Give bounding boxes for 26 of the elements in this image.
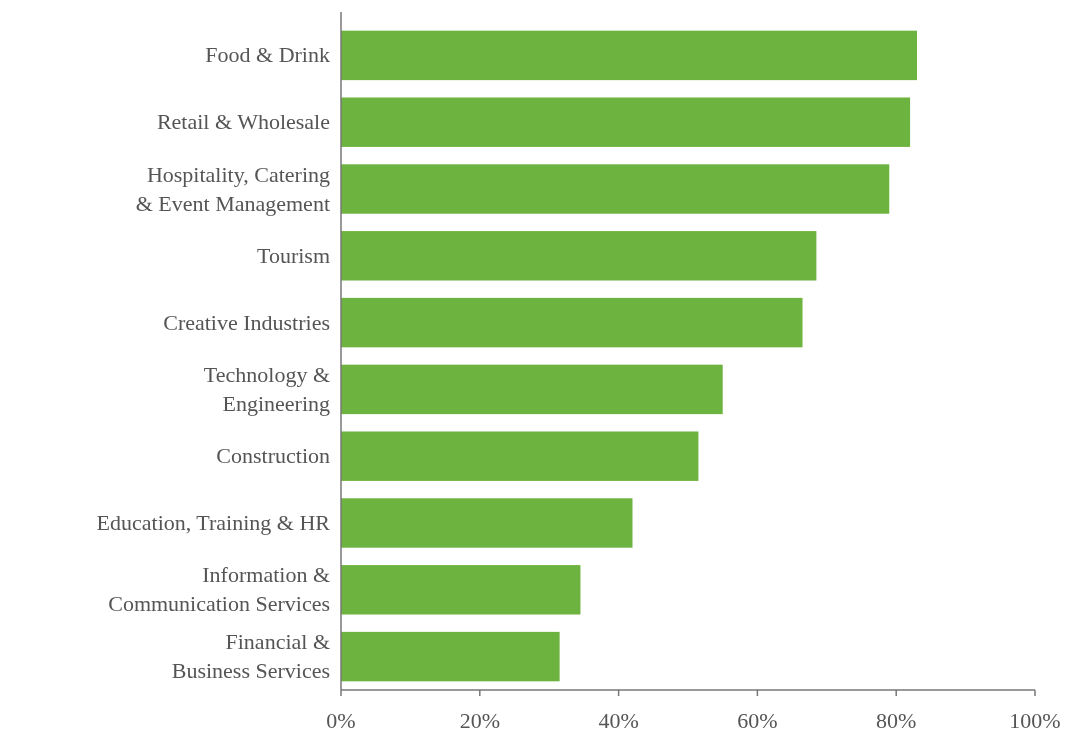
x-tick-label: 20% bbox=[459, 708, 500, 733]
y-tick-label: Retail & Wholesale bbox=[156, 109, 330, 135]
bar bbox=[341, 565, 581, 615]
y-tick-label: Technology & Engineering bbox=[203, 361, 330, 416]
y-tick-label: Financial & Business Services bbox=[171, 629, 330, 684]
bar bbox=[341, 431, 699, 481]
y-tick-label: Food & Drink bbox=[205, 42, 330, 68]
y-tick-label: Construction bbox=[216, 443, 330, 469]
bar bbox=[341, 231, 817, 281]
bar bbox=[341, 297, 803, 348]
y-tick-label: Tourism bbox=[256, 242, 330, 268]
bar bbox=[341, 164, 890, 214]
y-tick-label: Hospitality, Catering & Event Management bbox=[135, 161, 330, 216]
x-tick-label: 40% bbox=[598, 708, 639, 733]
bar bbox=[341, 97, 911, 147]
y-tick-label: Information & Communication Services bbox=[108, 562, 330, 617]
x-tick-label: 0% bbox=[326, 708, 356, 733]
bar bbox=[341, 631, 560, 682]
x-tick-label: 100% bbox=[1009, 708, 1061, 733]
bar bbox=[341, 364, 723, 415]
y-tick-label: Education, Training & HR bbox=[96, 510, 331, 535]
bar bbox=[341, 498, 633, 548]
x-tick-label: 60% bbox=[737, 708, 778, 733]
x-tick-label: 80% bbox=[876, 708, 917, 733]
y-tick-label: Creative Industries bbox=[163, 309, 330, 335]
bar bbox=[341, 30, 918, 81]
